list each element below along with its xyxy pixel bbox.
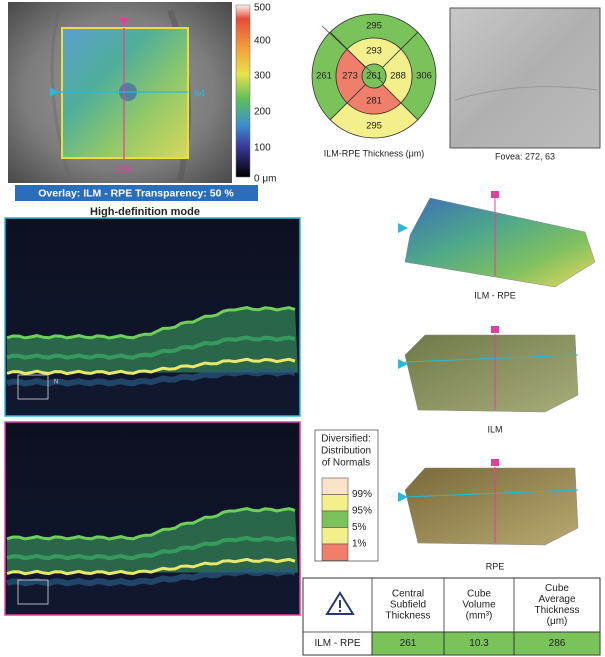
cursor-marker (491, 459, 499, 466)
rpe-layer (6, 357, 296, 376)
choroid (6, 368, 296, 387)
cursor-marker (50, 87, 58, 97)
etdrs-value: 281 (366, 96, 382, 107)
overlay-caption: Overlay: ILM - RPE Transparency: 50 % (38, 187, 234, 199)
b-scan (4, 421, 301, 616)
legend-level: 5% (352, 522, 367, 533)
cursor-marker (398, 359, 408, 369)
legend-swatch (321, 543, 349, 561)
color-scale (235, 4, 251, 178)
overlay-caption-bar (15, 185, 258, 201)
etdrs-value: 261 (316, 71, 332, 82)
choroid (6, 567, 296, 587)
table-header: Thickness (534, 605, 579, 616)
scale-label: 100 (254, 143, 271, 154)
retina-layer (6, 335, 296, 360)
table-header: Cube (467, 589, 491, 600)
table-header: Subfield (390, 600, 426, 611)
etdrs-axis (321, 25, 385, 85)
cursor-marker (491, 326, 499, 333)
scale-label: 500 (254, 3, 271, 14)
surface-maps: ILM - RPE ILM RPE (398, 191, 596, 571)
cursor-marker (398, 492, 408, 502)
etdrs-value: 295 (366, 21, 382, 32)
cursor-marker (398, 223, 408, 233)
etdrs-center (361, 63, 387, 89)
scale-label: 400 (254, 36, 271, 47)
table-header: (mm³) (466, 611, 493, 622)
legend-swatch (321, 494, 349, 512)
rpe-layer (6, 557, 296, 576)
legend-title: Diversified: (321, 434, 370, 445)
fovea-image (449, 7, 601, 149)
scan-mode: High-definition mode (90, 206, 200, 218)
etdrs-grid: 295 293 261 273 261 288 306 281 295 (311, 13, 437, 139)
surface-label: ILM - RPE (474, 290, 516, 300)
surface-map (404, 467, 579, 546)
warning-icon (325, 591, 355, 615)
scan-label: N (54, 380, 58, 386)
cursor-marker (119, 18, 129, 26)
etdrs-value: 261 (366, 71, 382, 82)
cursor-label: 256 (116, 165, 133, 176)
etdrs-value: 273 (342, 71, 358, 82)
scale-label: 200 (254, 107, 271, 118)
scale-labels: 500 400 300 200 100 0 μm (254, 3, 276, 185)
vessel (454, 86, 599, 101)
table-header: Volume (462, 600, 496, 611)
scan-inset (17, 579, 49, 605)
cursor-label: 64 (194, 89, 206, 100)
table-header: Average (538, 594, 576, 605)
legend-swatch (321, 477, 349, 495)
retina-layer (6, 507, 296, 541)
etdrs-value: 295 (366, 121, 382, 132)
surface-map (404, 334, 579, 413)
legend-level: 95% (352, 506, 372, 517)
summary-table: CentralSubfieldThicknessCubeVolume(mm³)C… (302, 577, 601, 656)
surface-label: ILM (487, 424, 502, 434)
table-cell-text: 10.3 (469, 638, 489, 649)
legend-title: Distribution (321, 446, 371, 457)
surface-map (404, 197, 596, 288)
warning-icon (338, 609, 342, 613)
table-cell-text: 261 (400, 638, 417, 649)
map-caption: ILM-RPE Thickness (μm) (324, 148, 425, 158)
surface-label: RPE (486, 561, 505, 571)
etdrs-value: 293 (366, 46, 382, 57)
cursor-horizontal (404, 354, 579, 363)
scan-inset (17, 374, 49, 400)
table-cell-text: 286 (549, 638, 566, 649)
cursor-marker (491, 191, 499, 198)
etdrs-value: 306 (416, 71, 432, 82)
table-cell-text: ILM - RPE (314, 638, 360, 649)
legend-swatch (321, 527, 349, 545)
cursor-horizontal (404, 489, 579, 498)
table-header: Central (392, 589, 424, 600)
b-scan (4, 217, 301, 417)
retina-layer (6, 306, 296, 340)
table-header: Cube (545, 583, 569, 594)
scale-label: 0 μm (254, 174, 276, 185)
retina-layer (6, 535, 296, 561)
legend-swatch (321, 510, 349, 528)
legend-level: 99% (352, 489, 372, 500)
fovea-caption: Fovea: 272, 63 (495, 151, 555, 161)
legend-level: 1% (352, 539, 367, 550)
table-header: (μm) (547, 616, 568, 627)
scale-label: 300 (254, 71, 271, 82)
etdrs-value: 288 (390, 71, 406, 82)
table-header: Thickness (385, 611, 430, 622)
legend-title: of Normals (322, 458, 370, 469)
